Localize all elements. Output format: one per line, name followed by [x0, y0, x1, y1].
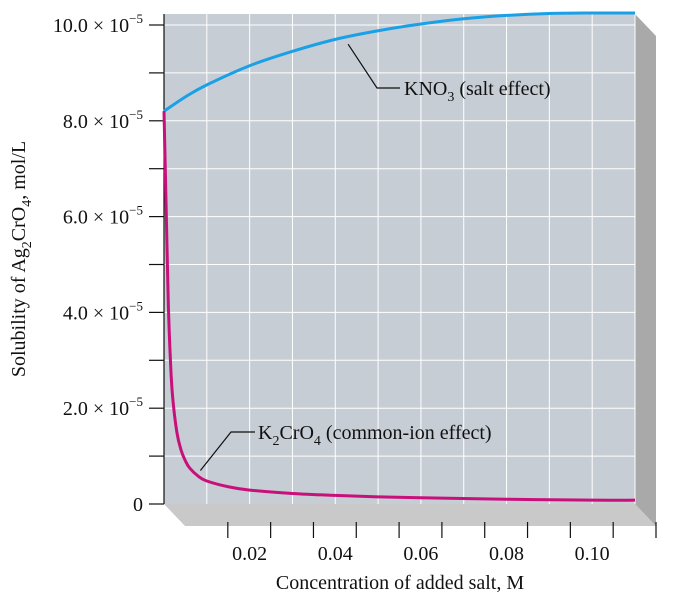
y-tick-label: 6.0 × 10−5 — [63, 203, 143, 229]
k2cro4-series-label: K2CrO4 (common-ion effect) — [258, 422, 492, 449]
k2cro4-leader-line — [199, 431, 255, 471]
y-tick-label: 10.0 × 10−5 — [53, 11, 143, 37]
x-tick-label: 0.10 — [575, 543, 610, 565]
y-tick-label: 4.0 × 10−5 — [63, 298, 143, 324]
x-axis-ticks: 0.02 0.04 0.06 0.08 0.10 — [227, 522, 657, 565]
kno3-series-label: KNO3 (salt effect) — [404, 78, 551, 105]
y-tick-label: 8.0 × 10−5 — [63, 107, 143, 133]
y-tick-label: 0 — [133, 494, 143, 516]
x-tick-label: 0.08 — [489, 543, 524, 565]
x-tick-label: 0.04 — [318, 543, 353, 565]
x-tick-label: 0.06 — [403, 543, 438, 565]
y-tick-label: 2.0 × 10−5 — [63, 394, 143, 420]
series-line-kno3 — [163, 11, 636, 113]
kno3-leader-line — [347, 43, 400, 89]
x-axis-title: Concentration of added salt, M — [276, 572, 524, 594]
series-line-k2cro4 — [162, 111, 636, 502]
plot-right-wall — [635, 14, 656, 526]
y-axis-ticks: 0 2.0 × 10−5 4.0 × 10−5 6.0 × 10−5 8.0 × 10−… — [53, 11, 164, 516]
annotations: KNO3 (salt effect) K2CrO4 (common-ion eff… — [199, 43, 551, 471]
gridlines — [164, 14, 636, 504]
plot-floor — [164, 504, 656, 526]
y-axis-title: Solubility of Ag2CrO4, mol/L — [8, 141, 35, 377]
data-series — [162, 11, 636, 502]
x-tick-label: 0.02 — [232, 543, 267, 565]
plot-area — [164, 14, 635, 504]
